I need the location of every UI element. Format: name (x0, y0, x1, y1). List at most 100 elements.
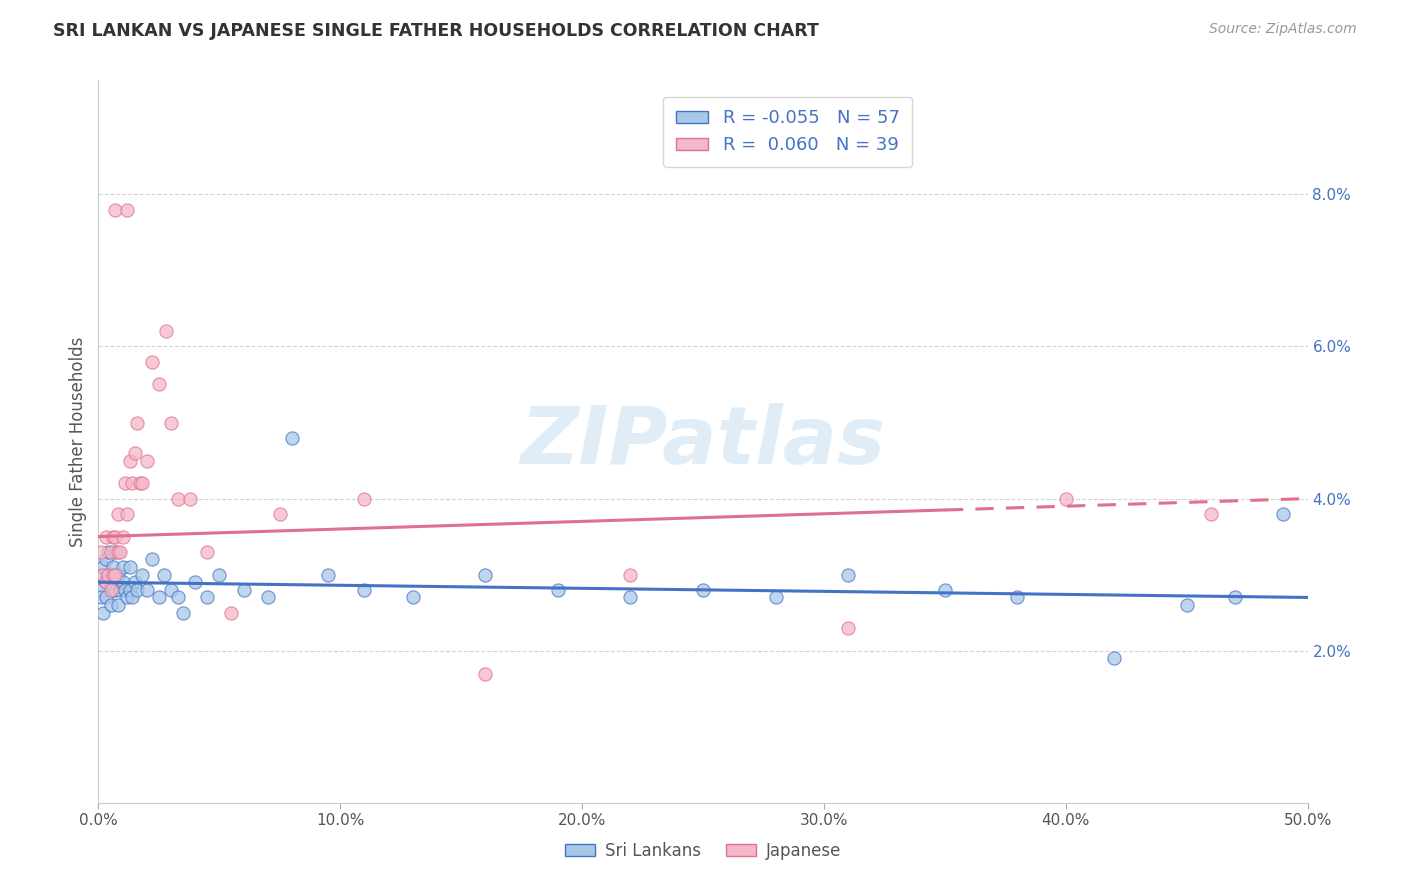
Point (118, 560, 141, 574)
Point (104, 567, 127, 582)
Point (114, 582, 136, 597)
Point (108, 545, 131, 559)
Point (208, 567, 231, 582)
Point (117, 507, 139, 521)
Point (100, 575, 122, 590)
Point (160, 582, 183, 597)
Point (1054, 491, 1077, 506)
Point (402, 591, 425, 605)
Point (353, 582, 375, 597)
Point (1102, 651, 1125, 665)
Point (117, 202, 139, 217)
Point (619, 567, 641, 582)
Point (167, 491, 190, 506)
Point (104, 545, 127, 559)
Point (94, 552, 117, 566)
Point (90, 545, 112, 559)
Point (97, 567, 120, 582)
Point (104, 582, 127, 597)
Point (124, 575, 146, 590)
Point (141, 354, 163, 368)
Point (135, 453, 157, 467)
Point (765, 591, 787, 605)
Point (256, 591, 278, 605)
Point (148, 591, 170, 605)
Point (619, 591, 641, 605)
Point (131, 567, 153, 582)
Point (160, 416, 183, 430)
Point (195, 591, 218, 605)
Point (91, 567, 114, 582)
Text: ZIPatlas: ZIPatlas (520, 402, 886, 481)
Point (90, 582, 112, 597)
Point (107, 598, 129, 612)
Point (474, 666, 496, 681)
Point (107, 545, 129, 559)
Point (172, 606, 194, 620)
Point (94, 575, 117, 590)
Point (179, 491, 201, 506)
Point (547, 582, 569, 597)
Point (118, 453, 141, 467)
Point (94, 575, 117, 590)
Point (114, 476, 136, 491)
Point (111, 575, 134, 590)
Point (316, 567, 339, 582)
Point (101, 567, 124, 582)
Legend: Sri Lankans, Japanese: Sri Lankans, Japanese (558, 836, 848, 867)
Point (104, 530, 127, 544)
Point (91, 606, 114, 620)
Point (155, 324, 177, 338)
Point (269, 507, 291, 521)
Point (837, 567, 859, 582)
Point (195, 545, 218, 559)
Point (167, 591, 190, 605)
Point (934, 582, 956, 597)
Point (232, 582, 254, 597)
Point (97, 567, 120, 582)
Point (117, 591, 139, 605)
Point (107, 567, 129, 582)
Point (127, 416, 149, 430)
Point (1199, 507, 1222, 521)
Y-axis label: Single Father Households: Single Father Households (69, 336, 87, 547)
Point (121, 476, 143, 491)
Point (124, 446, 146, 460)
Point (101, 560, 124, 574)
Point (121, 591, 143, 605)
Point (141, 552, 163, 566)
Point (128, 476, 150, 491)
Point (152, 567, 174, 582)
Point (100, 545, 122, 559)
Point (127, 582, 149, 597)
Point (94, 591, 117, 605)
Point (94, 530, 117, 544)
Point (353, 491, 375, 506)
Point (118, 582, 141, 597)
Point (108, 582, 131, 597)
Point (100, 598, 122, 612)
Point (97, 545, 120, 559)
Point (107, 507, 129, 521)
Point (1175, 598, 1198, 612)
Point (221, 606, 243, 620)
Point (131, 476, 153, 491)
Text: SRI LANKAN VS JAPANESE SINGLE FATHER HOUSEHOLDS CORRELATION CHART: SRI LANKAN VS JAPANESE SINGLE FATHER HOU… (53, 22, 820, 40)
Point (184, 575, 207, 590)
Point (111, 560, 134, 574)
Point (135, 582, 157, 597)
Point (148, 377, 170, 392)
Point (1272, 507, 1295, 521)
Point (1223, 591, 1246, 605)
Point (692, 582, 714, 597)
Point (91, 560, 114, 574)
Point (100, 582, 122, 597)
Point (101, 530, 124, 544)
Point (90, 567, 112, 582)
Point (1007, 591, 1029, 605)
Point (101, 582, 124, 597)
Point (90, 591, 112, 605)
Point (104, 202, 127, 217)
Point (111, 530, 134, 544)
Point (837, 621, 859, 635)
